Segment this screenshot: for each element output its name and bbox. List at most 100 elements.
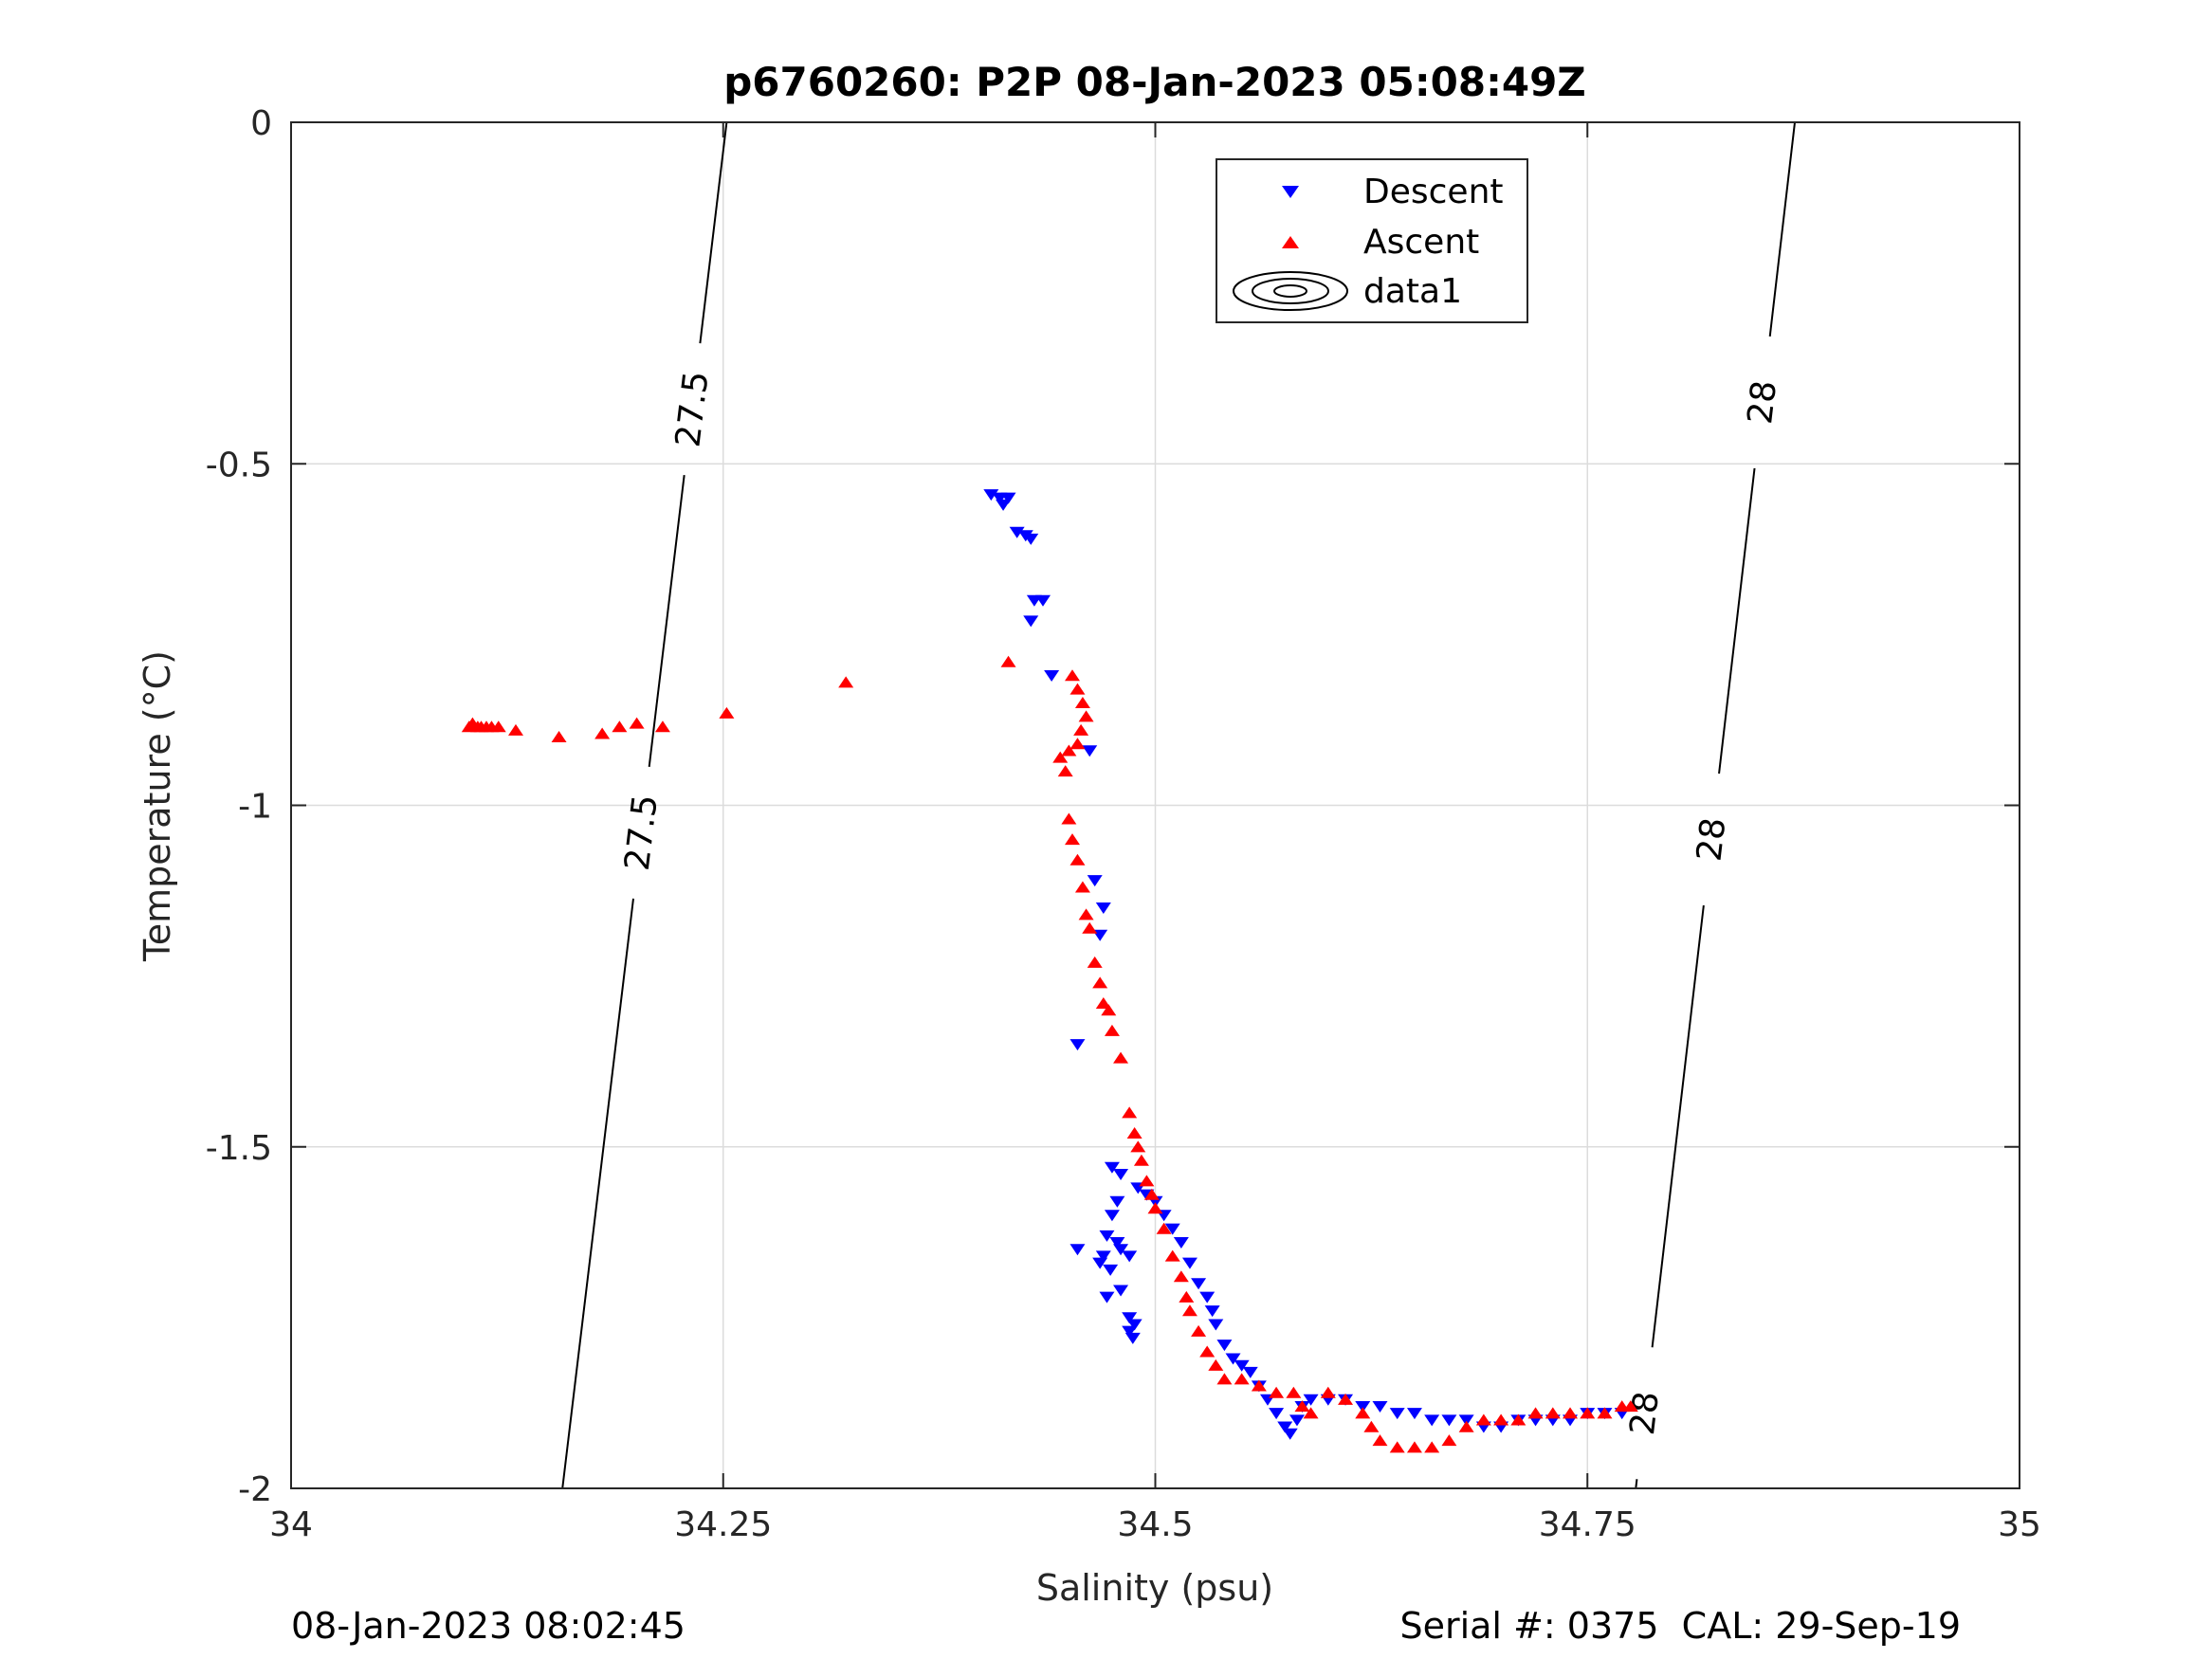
x-tick-label: 34.25	[674, 1505, 772, 1544]
ascent-point	[551, 731, 567, 743]
ascent-point	[1251, 1379, 1267, 1392]
ascent-point	[1545, 1407, 1561, 1419]
ascent-point	[719, 706, 735, 719]
ascent-point	[1179, 1290, 1195, 1303]
ascent-point	[1113, 1051, 1129, 1064]
x-axis-label: Salinity (psu)	[1036, 1567, 1273, 1609]
ascent-point	[1181, 1304, 1197, 1317]
descent-point	[1126, 1319, 1143, 1331]
ascent-point	[1101, 1004, 1117, 1016]
descent-point	[1234, 1359, 1250, 1372]
x-axis-ticks: 34 34.25 34.5 34.75 35	[269, 122, 2041, 1544]
descent-point	[1204, 1305, 1220, 1318]
y-tick-label: -1.5	[206, 1129, 272, 1168]
y-tick-label: 0	[250, 104, 272, 143]
ascent-point	[1510, 1413, 1526, 1426]
descent-point	[1000, 492, 1016, 504]
descent-point	[1124, 1332, 1141, 1344]
legend: Descent Ascent data1	[1216, 158, 1528, 323]
ascent-point	[1441, 1434, 1457, 1447]
ascent-point	[1458, 1420, 1474, 1432]
x-tick-label: 34.75	[1539, 1505, 1636, 1544]
legend-box	[1216, 158, 1528, 323]
descent-point	[1095, 902, 1111, 914]
descent-point	[1173, 1237, 1189, 1249]
descent-point	[1216, 1340, 1233, 1352]
x-tick-label: 34.5	[1117, 1505, 1193, 1544]
legend-data1-label: data1	[1363, 272, 1462, 311]
descent-point	[1277, 1421, 1293, 1433]
ascent-point	[1064, 833, 1080, 846]
ascent-point	[1164, 1249, 1180, 1262]
ascent-point	[1475, 1413, 1491, 1426]
chart-title: p6760260: P2P 08-Jan-2023 05:08:49Z	[723, 59, 1586, 105]
contour-line	[1718, 467, 1756, 775]
descent-point	[1109, 1195, 1125, 1208]
ascent-point	[1078, 908, 1094, 921]
ascent-point	[1139, 1175, 1155, 1187]
ascent-point	[1057, 765, 1073, 777]
ascent-point	[1074, 697, 1090, 709]
ascent-point	[490, 720, 506, 733]
ascent-point	[1074, 881, 1090, 893]
descent-point	[1087, 875, 1103, 887]
descent-point	[1424, 1414, 1440, 1427]
ascent-point	[1493, 1413, 1509, 1426]
ascent-point	[1563, 1407, 1579, 1419]
descent-point	[1023, 533, 1039, 545]
ascent-point	[838, 676, 854, 688]
density-contours: 27.5 27.5 28 28 28	[561, 121, 1797, 1489]
descent-point	[1269, 1408, 1285, 1420]
ascent-point	[1069, 683, 1086, 695]
ascent-point	[629, 717, 645, 729]
y-tick-label: -0.5	[206, 446, 272, 484]
ascent-point	[1355, 1407, 1371, 1419]
ascent-point	[1216, 1373, 1233, 1385]
ascent-point	[1372, 1434, 1388, 1447]
ascent-point	[1156, 1222, 1172, 1234]
contour-label: 27.5	[618, 793, 666, 872]
ascent-point	[1173, 1270, 1189, 1283]
contour-line	[1651, 904, 1705, 1348]
ascent-point	[507, 723, 523, 736]
ascent-point	[1133, 1154, 1149, 1166]
ascent-point	[1286, 1386, 1302, 1398]
ascent-point	[1580, 1407, 1596, 1419]
descent-point	[1104, 1210, 1120, 1222]
descent-point	[1069, 1244, 1086, 1256]
descent-point	[1104, 1161, 1120, 1174]
descent-point	[996, 499, 1012, 511]
descent-point	[1164, 1223, 1180, 1235]
legend-descent-marker	[1282, 186, 1299, 198]
x-tick-label: 34	[269, 1505, 313, 1544]
ascent-point	[1069, 853, 1086, 866]
ascent-point	[1294, 1400, 1310, 1413]
descent-point	[1406, 1408, 1422, 1420]
contour-label: 28	[1623, 1390, 1667, 1437]
y-tick-label: -1	[238, 788, 272, 827]
descent-point	[1113, 1168, 1129, 1180]
legend-ascent-label: Ascent	[1363, 223, 1479, 262]
ascent-point	[594, 727, 611, 739]
descent-point	[1289, 1414, 1305, 1427]
descent-point	[1109, 1237, 1125, 1249]
contour-line	[648, 474, 686, 767]
ascent-point	[1338, 1393, 1354, 1405]
descent-point	[1282, 1428, 1298, 1440]
ascent-point	[1406, 1441, 1422, 1453]
ascent-point	[1208, 1358, 1224, 1371]
x-tick-label: 35	[1998, 1505, 2041, 1544]
ascent-point	[1143, 1188, 1160, 1200]
descent-point	[1122, 1312, 1138, 1324]
ascent-point	[1191, 1324, 1207, 1337]
descent-point	[1009, 526, 1025, 538]
descent-point	[1044, 670, 1060, 683]
ascent-point	[1078, 710, 1094, 722]
ascent-point	[1061, 812, 1077, 825]
descent-point	[1242, 1366, 1258, 1378]
descent-point	[1122, 1325, 1138, 1338]
ascent-point	[1126, 1126, 1143, 1139]
descent-point	[1355, 1400, 1371, 1413]
legend-contour-icon	[1233, 271, 1348, 311]
